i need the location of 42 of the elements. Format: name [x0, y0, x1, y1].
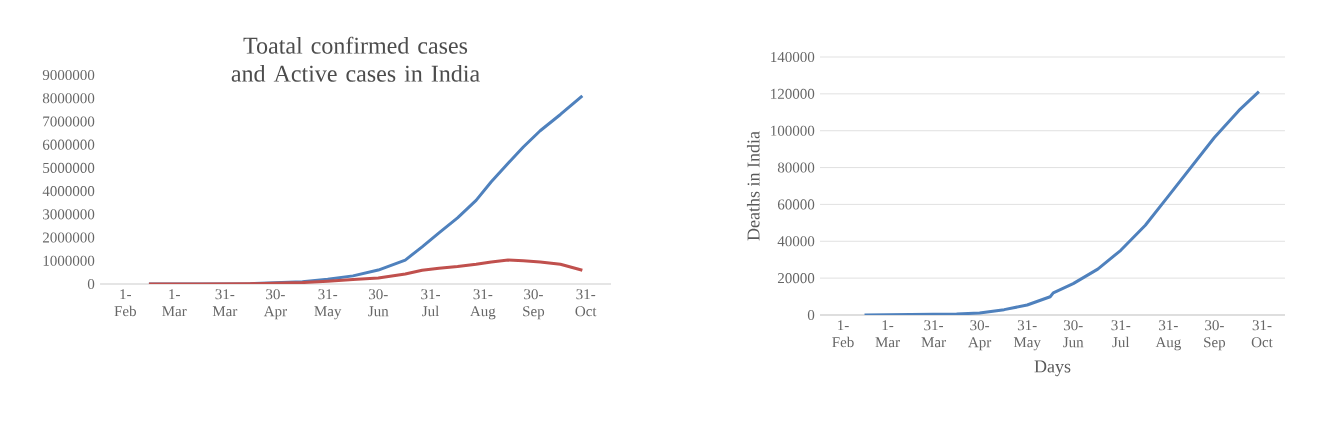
- x-tick-label: 31-Mar: [212, 289, 238, 317]
- x-tick-label: 30-Sep: [523, 289, 545, 320]
- y-tick-label: 3000000: [43, 209, 95, 220]
- y-tick-label: 0: [807, 309, 815, 321]
- y-tick-label: 7000000: [43, 116, 95, 127]
- x-tick-label: 30-Apr: [968, 320, 992, 351]
- y-tick-label: 40000: [777, 236, 815, 247]
- y-tick-label: 140000: [771, 51, 815, 63]
- y-axis-title: Deaths in India: [746, 131, 760, 241]
- x-tick-label: 30-Apr: [263, 289, 287, 320]
- y-tick-label: 9000000: [42, 69, 95, 81]
- x-tick-label: 30-Jun: [368, 289, 389, 317]
- y-tick-label: 20000: [777, 273, 815, 284]
- y-tick-label: 8000000: [42, 93, 95, 104]
- x-tick-label: 31-Aug: [1155, 320, 1181, 351]
- y-tick-label: 4000000: [42, 186, 95, 197]
- x-tick-label: 1-Feb: [114, 289, 136, 317]
- x-tick-label: 1-Mar: [875, 320, 900, 348]
- y-tick-label: 0: [87, 278, 95, 290]
- line-series: [147, 258, 584, 284]
- x-tick-label: 1-Mar: [162, 289, 187, 317]
- y-tick-label: 60000: [777, 199, 815, 210]
- y-tick-label: 80000: [777, 162, 815, 173]
- y-tick-label: 2000000: [42, 232, 95, 243]
- x-tick-label: 1-Feb: [832, 320, 854, 348]
- y-tick-label: 1000000: [43, 255, 95, 266]
- x-tick-label: 31-Mar: [921, 320, 946, 348]
- x-tick-label: 31-Oct: [575, 289, 597, 317]
- x-tick-label: 31-May: [314, 289, 342, 320]
- x-tick-label: 31-Aug: [470, 289, 496, 320]
- x-tick-label: 31-Jul: [1111, 320, 1131, 348]
- x-tick-label: 30-Jun: [1063, 320, 1084, 348]
- x-axis-title: Days: [1034, 360, 1071, 377]
- x-tick-label: 30-Sep: [1204, 320, 1226, 351]
- chart-title: Toatal confirmed cases and Active cases in India: [231, 36, 480, 82]
- x-tick-label: 31-May: [1013, 320, 1041, 351]
- y-tick-label: 5000000: [43, 162, 95, 173]
- y-tick-label: 6000000: [42, 139, 95, 150]
- y-tick-label: 100000: [771, 125, 815, 136]
- x-tick-label: 31-Oct: [1251, 320, 1273, 348]
- x-tick-label: 31-Jul: [421, 289, 441, 317]
- y-tick-label: 120000: [771, 88, 815, 99]
